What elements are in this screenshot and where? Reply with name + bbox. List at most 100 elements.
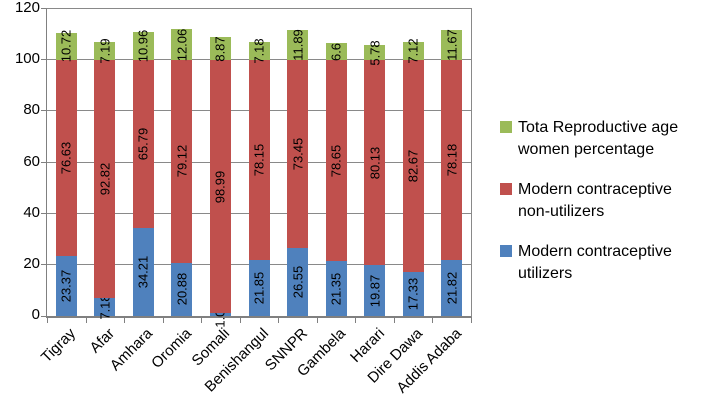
y-tick-mark — [41, 161, 46, 163]
bar-value-label: 19.87 — [367, 274, 383, 307]
bar-value-label: 79.12 — [174, 145, 190, 178]
x-tick-mark — [124, 318, 126, 323]
bar-segment — [441, 260, 463, 316]
bar-segment — [55, 60, 77, 257]
bar-value-label: 10.96 — [135, 29, 151, 63]
bar-value-label: 76.63 — [58, 141, 74, 175]
x-tick-mark — [162, 318, 164, 323]
bar-segment — [287, 248, 309, 316]
bar-value-label: 7.18 — [97, 294, 113, 320]
y-axis-tick-label: 40 — [23, 203, 40, 221]
legend-label: Tota Reproductive age women percentage — [518, 119, 679, 158]
legend-swatch-green — [500, 121, 512, 133]
y-tick-mark — [41, 316, 46, 317]
bar-value-label: 80.13 — [367, 146, 383, 179]
bar-segment — [402, 41, 424, 61]
bar-segment — [55, 256, 77, 316]
bar-value-label: 7.18 — [251, 38, 267, 64]
bar-value-label: 92.82 — [97, 162, 113, 196]
bar-value-label: 26.55 — [290, 265, 306, 299]
bar-segment — [402, 271, 424, 316]
bar-value-label: 21.35 — [328, 272, 344, 305]
legend-item-utilizers: Modern contraceptive utilizers — [500, 241, 694, 284]
bar-segment — [209, 37, 231, 61]
bar-value-label: 11.67 — [444, 29, 460, 62]
bar-segment — [55, 32, 77, 61]
bar-segment — [94, 41, 116, 61]
legend-swatch-blue — [500, 245, 512, 258]
bar-segment — [132, 60, 154, 229]
legend-label: Modern contraceptive non-utilizers — [518, 181, 672, 220]
x-tick-mark — [355, 318, 357, 323]
legend-label: Modern contraceptive utilizers — [518, 243, 672, 282]
x-tick-mark — [201, 318, 203, 323]
plot-area: 23.37 76.63 10.72 7.18 92.82 7.19 34.21 65.79 10… — [41, 8, 472, 327]
bar-segment — [94, 60, 116, 298]
bar-segment — [364, 45, 386, 61]
bar-segment — [171, 29, 193, 61]
bar-segment — [248, 60, 270, 261]
bar-value-label: 73.45 — [290, 137, 306, 171]
x-tick-mark — [85, 318, 87, 323]
legend: Tota Reproductive age women percentage M… — [500, 117, 694, 285]
y-tick-mark — [41, 59, 46, 61]
bar-segment — [248, 41, 270, 61]
bar-value-label: 20.88 — [174, 273, 190, 306]
bar-segment — [171, 262, 193, 316]
bar-segment — [171, 60, 193, 263]
bar-segment — [325, 261, 347, 316]
bar-segment — [132, 32, 154, 61]
x-tick-mark — [393, 318, 395, 323]
bar-value-label: 11.89 — [290, 29, 306, 61]
bar-value-label: 78.15 — [251, 143, 267, 177]
bar-segment — [209, 60, 231, 314]
bar-value-label: 34.21 — [135, 255, 151, 289]
x-tick-mark — [47, 318, 48, 323]
y-tick-mark — [41, 8, 46, 9]
bar-value-label: 78.65 — [328, 144, 344, 178]
bar-value-label: 6.6 — [328, 42, 344, 61]
x-tick-mark — [316, 318, 318, 323]
legend-item-total-reproductive-age: Tota Reproductive age women percentage — [500, 117, 694, 160]
bar-segment — [441, 60, 463, 261]
legend-item-non-utilizers: Modern contraceptive non-utilizers — [500, 179, 694, 222]
bar-value-label: 8.87 — [212, 36, 228, 62]
bar-segment — [94, 297, 116, 316]
bar-segment — [248, 260, 270, 316]
y-axis-tick-label: 80 — [23, 101, 40, 119]
bar-value-label: 23.37 — [58, 269, 74, 303]
y-axis-tick-label: 60 — [23, 152, 40, 170]
bar-value-label: 65.79 — [135, 128, 151, 161]
bar-segment — [364, 60, 386, 266]
bar-value-label: 82.67 — [405, 149, 421, 183]
bar-value-label: 7.19 — [97, 38, 113, 64]
y-tick-mark — [41, 212, 46, 214]
bar-segment — [287, 60, 309, 249]
y-axis-tick-label: 120 — [14, 0, 40, 16]
legend-swatch-red — [500, 183, 512, 196]
y-axis-tick-label: 20 — [23, 254, 40, 272]
bar-value-label: 78.18 — [444, 143, 460, 177]
bar-value-label: 7.12 — [405, 38, 421, 64]
y-axis-tick-label: 100 — [14, 50, 40, 68]
bar-segment — [325, 43, 347, 61]
bar-value-label: 12.06 — [174, 28, 190, 62]
bar-value-label: 98.99 — [212, 170, 228, 204]
bar-value-label: 10.72 — [58, 30, 74, 63]
y-axis-tick-label: 0 — [31, 306, 40, 323]
y-tick-mark — [41, 263, 46, 265]
bar-segment — [441, 30, 463, 61]
x-tick-mark — [432, 318, 434, 323]
bar-segment — [287, 29, 309, 61]
x-tick-mark — [278, 318, 280, 323]
bar-segment — [364, 265, 386, 316]
bar-value-label: 21.85 — [251, 271, 267, 305]
bar-value-label: 5.78 — [367, 40, 383, 66]
bar-segment — [132, 228, 154, 316]
y-tick-mark — [41, 110, 46, 112]
bar-segment — [209, 313, 231, 316]
bar-segment — [325, 60, 347, 262]
x-tick-mark — [471, 318, 472, 323]
bar-segment — [402, 60, 424, 272]
